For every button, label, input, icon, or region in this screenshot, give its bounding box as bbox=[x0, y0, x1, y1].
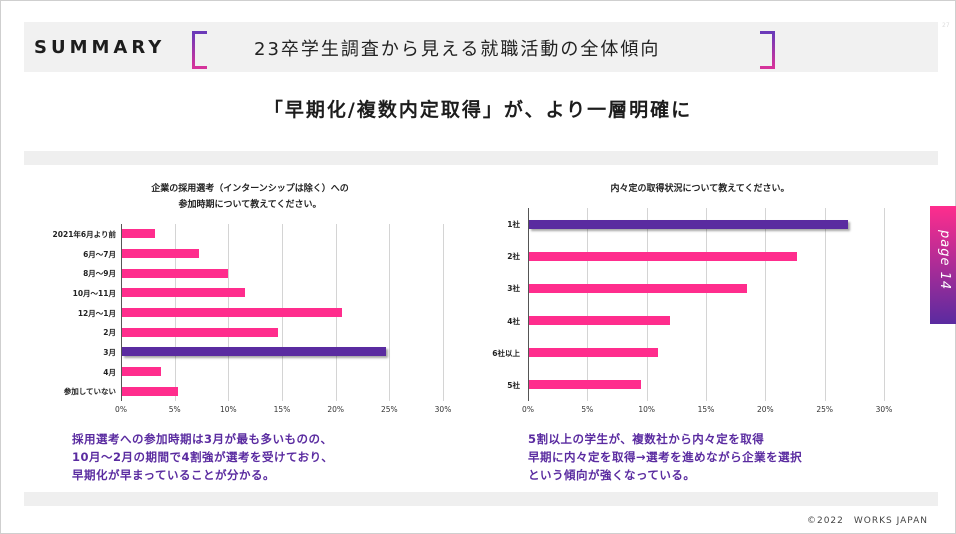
bar-4 bbox=[529, 348, 659, 358]
x-tick-label: 0% bbox=[115, 405, 127, 414]
category-label: 6社以上 bbox=[492, 348, 520, 358]
y-axis bbox=[121, 224, 122, 401]
category-label: 2021年6月より前 bbox=[52, 229, 116, 239]
category-label: 6月～7月 bbox=[83, 249, 116, 259]
bracket-right bbox=[760, 31, 775, 69]
x-tick-label: 25% bbox=[816, 405, 833, 414]
x-tick-label: 15% bbox=[697, 405, 715, 414]
gridline bbox=[646, 208, 648, 401]
bar-0 bbox=[122, 229, 156, 239]
note-right: 5割以上の学生が、複数社から内々定を取得 早期に内々定を取得→選考を進めながら企… bbox=[528, 430, 802, 484]
header-title: 23卒学生調査から見える就職活動の全体傾向 bbox=[254, 39, 661, 60]
category-label: 12月～1月 bbox=[77, 308, 116, 318]
bar-6 bbox=[122, 347, 387, 357]
bar-1 bbox=[122, 249, 200, 258]
category-label: 4社 bbox=[507, 316, 520, 326]
note-left-line: 採用選考への参加時期は3月が最も多いものの、 bbox=[72, 432, 333, 446]
chart-title-line-1: 企業の採用選考（インターンシップは除く）への bbox=[151, 184, 349, 194]
gridline bbox=[389, 224, 391, 401]
header-bar: SUMMARY 23卒学生調査から見える就職活動の全体傾向 bbox=[24, 22, 938, 72]
note-left: 採用選考への参加時期は3月が最も多いものの、 10月～2月の期間で4割強が選考を… bbox=[72, 430, 333, 484]
bar-0 bbox=[529, 219, 849, 229]
category-label: 10月～11月 bbox=[72, 288, 116, 298]
x-tick-label: 10% bbox=[219, 405, 237, 414]
category-label: 4月 bbox=[103, 367, 116, 377]
bar-7 bbox=[122, 367, 161, 376]
divider-band-bottom bbox=[24, 492, 938, 506]
category-label: 5社 bbox=[507, 380, 520, 390]
bar-3 bbox=[529, 316, 671, 326]
note-right-line: 早期に内々定を取得→選考を進めながら企業を選択 bbox=[528, 450, 803, 464]
category-label: 2月 bbox=[103, 328, 116, 338]
bar-4 bbox=[122, 308, 343, 317]
x-tick-label: 30% bbox=[434, 405, 452, 414]
x-tick-label: 10% bbox=[638, 405, 655, 414]
x-tick-label: 25% bbox=[380, 405, 398, 414]
corner-mark: 27 bbox=[942, 22, 950, 29]
gridline bbox=[443, 224, 444, 401]
gridline bbox=[884, 208, 885, 401]
y-axis bbox=[528, 208, 529, 401]
x-tick-label: 0% bbox=[522, 405, 534, 414]
bar-1 bbox=[529, 251, 798, 261]
gridline bbox=[587, 208, 589, 401]
x-tick-label: 20% bbox=[327, 405, 344, 414]
x-tick-label: 5% bbox=[168, 405, 181, 414]
page-tab: page 14 bbox=[930, 206, 956, 324]
bar-5 bbox=[529, 380, 641, 390]
bracket-left bbox=[192, 31, 207, 69]
x-tick-label: 30% bbox=[875, 405, 893, 414]
category-label: 8月～9月 bbox=[83, 269, 116, 279]
category-label: 3月 bbox=[103, 347, 116, 357]
bar-2 bbox=[122, 268, 229, 278]
bar-3 bbox=[122, 288, 246, 298]
page-number: page 14 bbox=[937, 230, 952, 291]
category-label: 参加していない bbox=[63, 387, 116, 397]
note-right-line: という傾向が強くなっている。 bbox=[528, 468, 696, 482]
section-label: SUMMARY bbox=[34, 37, 166, 58]
category-label: 2社 bbox=[507, 252, 520, 262]
bar-8 bbox=[122, 386, 178, 396]
x-tick-label: 15% bbox=[273, 405, 291, 414]
gridline bbox=[824, 208, 826, 401]
copyright: ©2022 WORKS JAPAN bbox=[806, 516, 928, 526]
note-left-line: 10月～2月の期間で4割強が選考を受けており、 bbox=[72, 450, 334, 464]
category-label: 3社 bbox=[507, 284, 520, 294]
chart-title-line-1: 内々定の取得状況について教えてください。 bbox=[610, 184, 790, 194]
chart-title-line-2: 参加時期について教えてください。 bbox=[178, 200, 322, 210]
gridline bbox=[765, 208, 767, 401]
headline: 「早期化/複数内定取得」が、より一層明確に bbox=[263, 99, 693, 121]
note-right-line: 5割以上の学生が、複数社から内々定を取得 bbox=[528, 432, 765, 446]
gridline bbox=[706, 208, 707, 401]
x-tick-label: 20% bbox=[756, 405, 774, 414]
divider-band-top bbox=[24, 151, 938, 165]
x-tick-label: 5% bbox=[581, 405, 594, 414]
note-left-line: 早期化が早まっていることが分かる。 bbox=[72, 468, 275, 482]
bar-5 bbox=[122, 327, 278, 337]
bar-2 bbox=[529, 283, 748, 293]
category-label: 1社 bbox=[507, 220, 520, 230]
